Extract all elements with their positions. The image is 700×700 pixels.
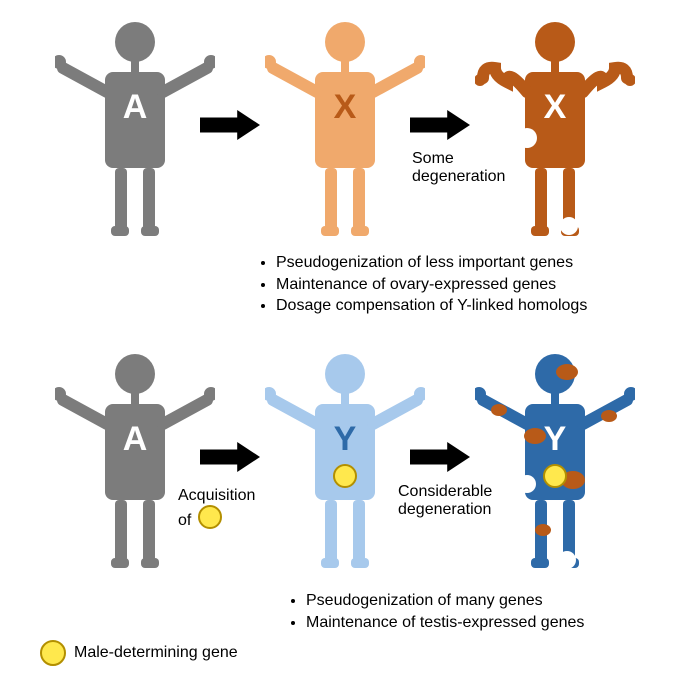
bullet-item: Dosage compensation of Y-linked homologs — [276, 295, 587, 317]
bullet-item: Maintenance of testis-expressed genes — [306, 612, 584, 634]
figure-x-intact: X — [265, 18, 425, 253]
caption-acquisition: Acquisitionof — [178, 487, 255, 529]
caption-considerable-degeneration: Considerabledegeneration — [398, 483, 492, 518]
figure-autosome-top: A — [55, 18, 215, 253]
arrow-1 — [200, 110, 260, 145]
arrow-3 — [200, 442, 260, 477]
svg-text:X: X — [334, 88, 357, 126]
bullets-y-chromosome: Pseudogenization of many genes Maintenan… — [288, 590, 584, 633]
svg-text:A: A — [123, 88, 148, 126]
arrow-4 — [410, 442, 470, 477]
svg-text:X: X — [544, 88, 567, 126]
legend-label: Male-determining gene — [74, 644, 238, 662]
legend-male-determining-gene: Male-determining gene — [40, 640, 238, 666]
bullet-item: Pseudogenization of many genes — [306, 590, 584, 612]
figure-x-degenerated: X — [475, 18, 635, 253]
svg-text:Y: Y — [544, 420, 567, 458]
arrow-2 — [410, 110, 470, 145]
bullet-item: Maintenance of ovary-expressed genes — [276, 274, 587, 296]
figure-autosome-bottom: A — [55, 350, 215, 585]
bullet-item: Pseudogenization of less important genes — [276, 252, 587, 274]
figure-y-intact: Y — [265, 350, 425, 585]
male-determining-gene-icon — [40, 640, 66, 666]
bullets-x-chromosome: Pseudogenization of less important genes… — [258, 252, 587, 317]
svg-text:A: A — [123, 420, 148, 458]
caption-some-degeneration: Somedegeneration — [412, 150, 505, 185]
figure-y-degenerated: Y — [475, 350, 635, 585]
svg-text:Y: Y — [334, 420, 357, 458]
